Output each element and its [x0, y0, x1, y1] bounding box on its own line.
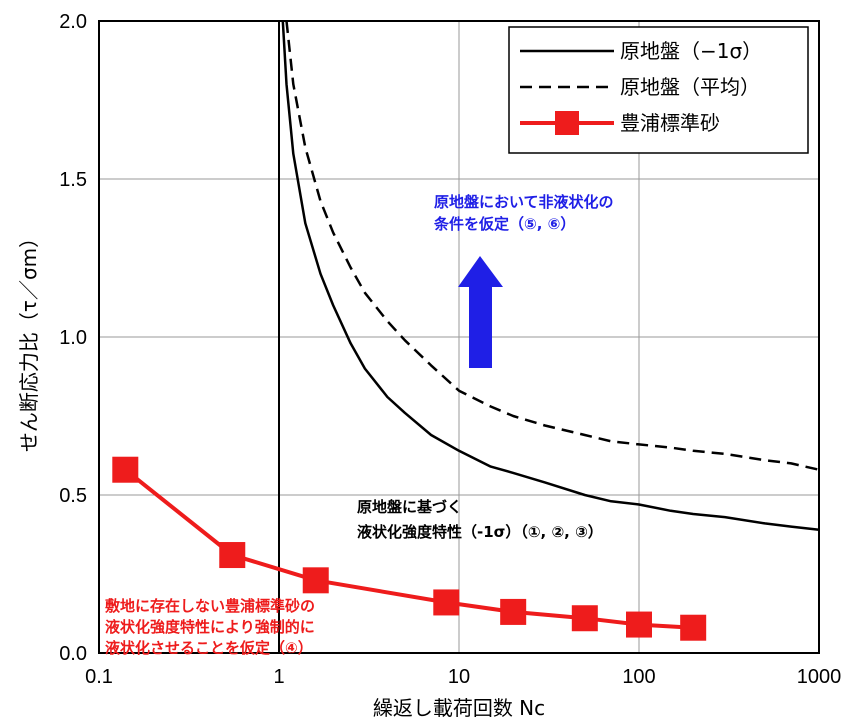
annotation-red: 敷地に存在しない豊浦標準砂の液状化強度特性により強制的に液状化させることを仮定（…: [105, 597, 315, 657]
legend-label: 原地盤（−1σ）: [620, 39, 762, 63]
x-tick-label: 0.1: [85, 666, 113, 688]
series-2: [285, 20, 820, 471]
x-axis-label: 繰返し載荷回数 Nc: [373, 696, 545, 720]
y-tick-label: 1.0: [59, 327, 87, 349]
data-point: [433, 589, 460, 616]
annotation-line: 原地盤に基づく: [357, 498, 462, 516]
data-point: [500, 598, 527, 625]
legend-label: 豊浦標準砂: [620, 111, 720, 135]
x-tick-label: 1000: [797, 666, 842, 688]
legend-marker: [555, 111, 579, 135]
annotation-line: 原地盤において非液状化の: [434, 193, 614, 211]
data-point: [112, 456, 139, 483]
annotation-line: 液状化強度特性により強制的に: [105, 618, 315, 636]
data-point: [219, 542, 246, 569]
plot-area: [98, 20, 820, 654]
up-arrow-icon: [458, 256, 503, 368]
annotation-line: 敷地に存在しない豊浦標準砂の: [105, 597, 315, 615]
y-tick-label: 2.0: [59, 11, 87, 33]
series-1: [281, 20, 820, 532]
legend-label: 原地盤（平均）: [620, 75, 760, 99]
data-point: [302, 567, 329, 594]
data-point: [571, 605, 598, 632]
annotation-line: 液状化強度特性（-1σ）（①, ②, ③）: [357, 523, 603, 541]
series-line: [285, 20, 820, 471]
y-tick-label: 0.0: [59, 643, 87, 665]
x-tick-label: 10: [448, 666, 470, 688]
x-tick-label: 100: [622, 666, 655, 688]
data-point: [626, 611, 652, 638]
y-tick-label: 0.5: [59, 485, 87, 507]
tick-labels: 0.1 1 10 100 1000 0.0 0.5 1.0 1.5 2.0: [59, 11, 841, 688]
y-tick-label: 1.5: [59, 169, 87, 191]
arrow-shape: [458, 256, 503, 368]
data-point: [680, 614, 707, 641]
x-tick-label: 1: [273, 666, 284, 688]
legend: 原地盤（−1σ） 原地盤（平均） 豊浦標準砂: [508, 26, 809, 154]
annotation-line: 条件を仮定（⑤, ⑥）: [433, 215, 575, 233]
y-axis-label: せん断応力比（τ／σm）: [17, 228, 41, 452]
series-3: [112, 456, 707, 641]
series-layer: [112, 20, 820, 641]
annotation-line: 液状化させることを仮定（④）: [105, 639, 313, 657]
series-line: [281, 20, 820, 532]
